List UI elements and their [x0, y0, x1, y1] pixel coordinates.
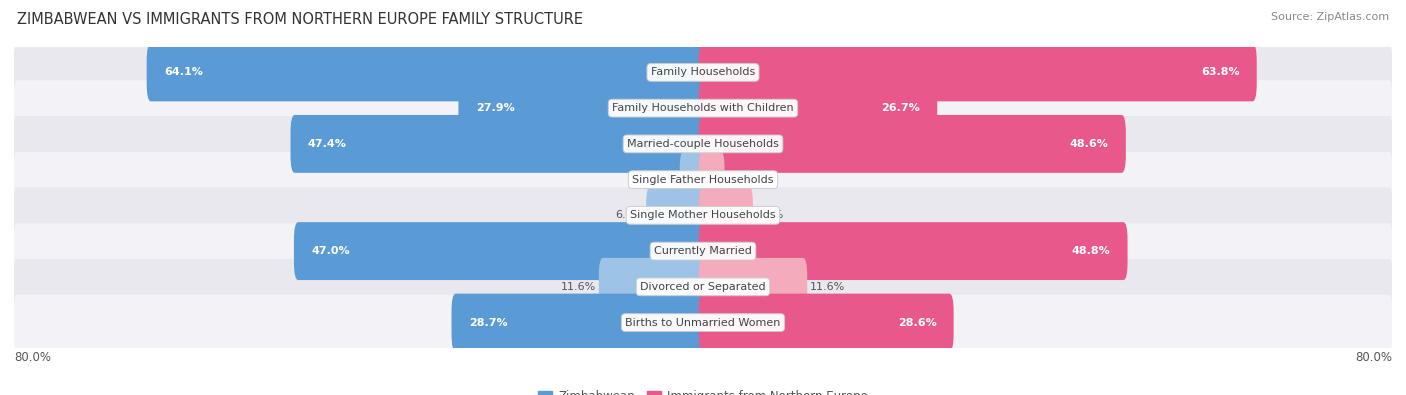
Text: Divorced or Separated: Divorced or Separated	[640, 282, 766, 292]
Text: 64.1%: 64.1%	[165, 68, 202, 77]
FancyBboxPatch shape	[14, 45, 1392, 100]
Legend: Zimbabwean, Immigrants from Northern Europe: Zimbabwean, Immigrants from Northern Eur…	[533, 385, 873, 395]
FancyBboxPatch shape	[699, 186, 754, 245]
Text: 2.0%: 2.0%	[727, 175, 755, 184]
FancyBboxPatch shape	[14, 259, 1392, 315]
FancyBboxPatch shape	[451, 293, 707, 352]
Text: 47.0%: 47.0%	[311, 246, 350, 256]
Text: Single Father Households: Single Father Households	[633, 175, 773, 184]
FancyBboxPatch shape	[699, 222, 1128, 280]
FancyBboxPatch shape	[699, 79, 938, 137]
FancyBboxPatch shape	[14, 223, 1392, 279]
Text: Currently Married: Currently Married	[654, 246, 752, 256]
Text: 11.6%: 11.6%	[561, 282, 596, 292]
FancyBboxPatch shape	[699, 293, 953, 352]
Text: 27.9%: 27.9%	[475, 103, 515, 113]
FancyBboxPatch shape	[14, 80, 1392, 136]
Text: 48.6%: 48.6%	[1070, 139, 1108, 149]
Text: 47.4%: 47.4%	[308, 139, 347, 149]
FancyBboxPatch shape	[699, 150, 724, 209]
Text: 28.7%: 28.7%	[468, 318, 508, 327]
Text: 80.0%: 80.0%	[14, 351, 51, 364]
FancyBboxPatch shape	[699, 115, 1126, 173]
FancyBboxPatch shape	[291, 115, 707, 173]
Text: Married-couple Households: Married-couple Households	[627, 139, 779, 149]
FancyBboxPatch shape	[699, 258, 807, 316]
FancyBboxPatch shape	[14, 295, 1392, 350]
Text: 80.0%: 80.0%	[1355, 351, 1392, 364]
Text: Births to Unmarried Women: Births to Unmarried Women	[626, 318, 780, 327]
FancyBboxPatch shape	[647, 186, 707, 245]
FancyBboxPatch shape	[294, 222, 707, 280]
FancyBboxPatch shape	[679, 150, 707, 209]
FancyBboxPatch shape	[14, 188, 1392, 243]
Text: Single Mother Households: Single Mother Households	[630, 211, 776, 220]
Text: ZIMBABWEAN VS IMMIGRANTS FROM NORTHERN EUROPE FAMILY STRUCTURE: ZIMBABWEAN VS IMMIGRANTS FROM NORTHERN E…	[17, 12, 583, 27]
FancyBboxPatch shape	[146, 43, 707, 102]
FancyBboxPatch shape	[14, 116, 1392, 172]
Text: 11.6%: 11.6%	[810, 282, 845, 292]
Text: 48.8%: 48.8%	[1071, 246, 1111, 256]
Text: 63.8%: 63.8%	[1201, 68, 1240, 77]
FancyBboxPatch shape	[458, 79, 707, 137]
FancyBboxPatch shape	[599, 258, 707, 316]
Text: 2.2%: 2.2%	[648, 175, 678, 184]
Text: 28.6%: 28.6%	[897, 318, 936, 327]
FancyBboxPatch shape	[14, 152, 1392, 207]
Text: 26.7%: 26.7%	[882, 103, 920, 113]
Text: 5.3%: 5.3%	[755, 211, 783, 220]
Text: Family Households: Family Households	[651, 68, 755, 77]
Text: 6.1%: 6.1%	[616, 211, 644, 220]
Text: Source: ZipAtlas.com: Source: ZipAtlas.com	[1271, 12, 1389, 22]
FancyBboxPatch shape	[699, 43, 1257, 102]
Text: Family Households with Children: Family Households with Children	[612, 103, 794, 113]
